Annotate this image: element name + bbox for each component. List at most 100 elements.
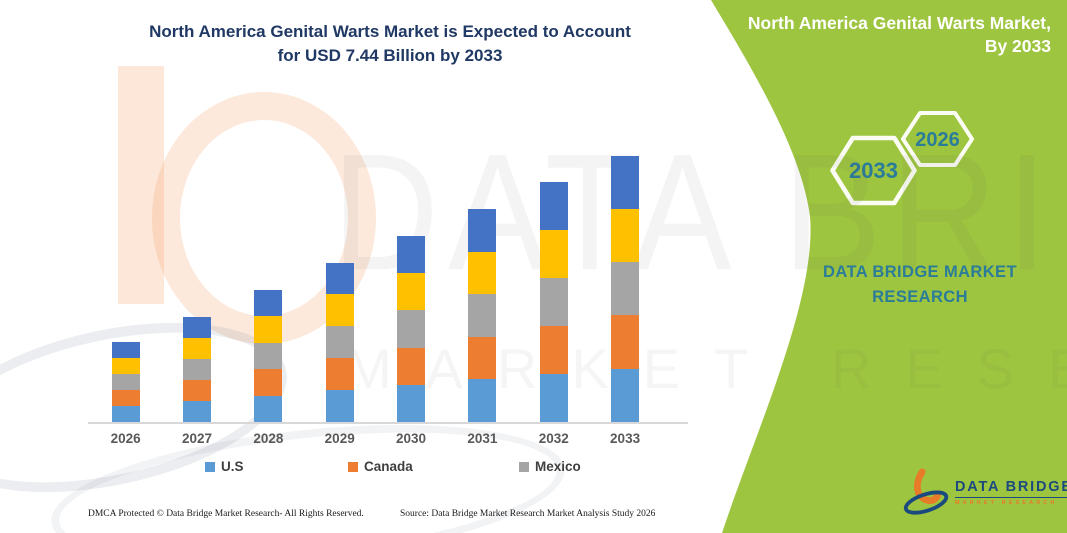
databridge-logo-icon (903, 468, 949, 515)
logo-swoosh (903, 490, 949, 515)
bar-segment-canada (183, 379, 212, 401)
panel-title: North America Genital Warts Market, By 2… (631, 12, 1051, 58)
bar-segment-series5 (397, 236, 426, 274)
bar-segment-canada (325, 358, 354, 391)
stacked-bar-2027 (183, 316, 212, 422)
bar-segment-series5 (539, 182, 568, 230)
legend-swatch-mexico (519, 461, 529, 472)
bar-cell-2027 (161, 155, 232, 422)
bar-segment-series4 (611, 208, 640, 263)
logo-text-column: DATA BRIDGE MARKET RESEARCH (955, 479, 1067, 506)
bar-segment-mexico (611, 262, 640, 316)
axis-label-2028: 2028 (253, 431, 284, 446)
bar-segment-mexico (397, 310, 426, 348)
bar-segment-us (111, 405, 140, 422)
axis-label-2027: 2027 (181, 431, 213, 446)
logo-name: DATA BRIDGE (955, 479, 1067, 498)
bar-cell-2033 (589, 155, 660, 422)
bar-segment-series4 (254, 316, 283, 343)
bar-segment-series4 (539, 230, 568, 278)
legend-label-mexico: Mexico (535, 459, 581, 474)
legend-swatch-us (205, 461, 215, 472)
bar-segment-mexico (325, 326, 354, 359)
chart-title-line2: for USD 7.44 Billion by 2033 (277, 46, 503, 65)
stacked-bar-2032 (539, 182, 568, 422)
chart-title-line1: North America Genital Warts Market is Ex… (149, 22, 631, 41)
bar-segment-mexico (254, 342, 283, 369)
bar-segment-canada (111, 389, 140, 406)
bar-segment-mexico (468, 294, 497, 337)
bar-segment-canada (468, 336, 497, 380)
brand-line2: RESEARCH (872, 288, 968, 306)
bar-cell-2028 (233, 155, 304, 422)
stacked-bar-2030 (397, 236, 426, 422)
bar-segment-us (611, 368, 640, 422)
axis-label-2026: 2026 (110, 431, 141, 446)
bar-segment-canada (254, 369, 283, 396)
bar-segment-us (183, 400, 212, 422)
stacked-bar-2031 (468, 209, 497, 422)
bar-segment-series4 (183, 337, 212, 359)
legend-label-canada: Canada (364, 459, 413, 474)
logo-subtitle: MARKET RESEARCH (955, 499, 1058, 506)
green-panel-shape (711, 0, 1067, 533)
axis-label-2033: 2033 (610, 431, 641, 446)
watermark-text-marketresearch: MARKET RESEARCH (345, 337, 1067, 400)
legend-item-mexico: Mexico (519, 459, 581, 474)
chart-legend: U.S Canada Mexico (0, 459, 700, 477)
bar-segment-series4 (325, 294, 354, 327)
bar-cell-2029 (304, 155, 375, 422)
bar-segment-mexico (539, 278, 568, 326)
bar-segment-us (468, 379, 497, 422)
bar-cell-2026 (90, 155, 161, 422)
bar-segment-series5 (325, 262, 354, 295)
stacked-bar-2029 (325, 262, 354, 422)
bars-row (90, 155, 661, 422)
bar-segment-series5 (111, 341, 140, 358)
bar-segment-us (397, 384, 426, 422)
axis-label-2029: 2029 (324, 431, 355, 446)
axis-label-2032: 2032 (538, 431, 569, 446)
panel-title-line2: By 2033 (984, 36, 1051, 56)
bar-segment-us (539, 374, 568, 422)
x-axis-line (88, 422, 688, 424)
stacked-bar-2033 (611, 155, 640, 422)
legend-swatch-canada (348, 461, 358, 472)
bar-cell-2032 (518, 155, 589, 422)
bar-segment-series4 (397, 273, 426, 311)
bar-segment-series4 (468, 251, 497, 295)
hexagon-2026-outline (901, 111, 974, 167)
bar-segment-us (254, 395, 283, 422)
axis-labels-row: 2026 2027 2028 2029 2030 2031 2032 2033 (90, 431, 661, 446)
bar-segment-series5 (468, 209, 497, 252)
databridge-logo: DATA BRIDGE MARKET RESEARCH (903, 467, 1067, 517)
panel-title-line1: North America Genital Warts Market, (747, 13, 1051, 33)
axis-label-2030: 2030 (396, 431, 427, 446)
axis-label-2031: 2031 (467, 431, 498, 446)
brand-line1: DATA BRIDGE MARKET (823, 263, 1017, 281)
watermark-text-databridge: DATA BRIDGE (332, 120, 1067, 306)
bar-segment-mexico (183, 358, 212, 380)
bar-segment-mexico (111, 373, 140, 390)
legend-item-us: U.S (205, 459, 244, 474)
bar-segment-series5 (183, 316, 212, 338)
stacked-bar-2028 (254, 289, 283, 422)
footer-copyright: DMCA Protected © Data Bridge Market Rese… (88, 509, 364, 519)
hexagon-2026-label: 2026 (915, 129, 960, 151)
bar-segment-canada (397, 347, 426, 385)
legend-label-us: U.S (221, 459, 244, 474)
chart-title: North America Genital Warts Market is Ex… (100, 20, 680, 68)
bar-cell-2030 (375, 155, 446, 422)
bar-segment-canada (611, 315, 640, 369)
stacked-bar-2026 (111, 341, 140, 422)
bar-segment-us (325, 390, 354, 422)
bar-segment-series5 (611, 155, 640, 209)
legend-item-canada: Canada (348, 459, 413, 474)
hexagon-2033-outline (830, 135, 917, 206)
hexagon-2033-label: 2033 (849, 158, 898, 183)
brand-text-block: DATA BRIDGE MARKET RESEARCH (800, 260, 1040, 310)
footer-source: Source: Data Bridge Market Research Mark… (400, 509, 656, 519)
bar-segment-series4 (111, 357, 140, 374)
bar-segment-series5 (254, 289, 283, 316)
